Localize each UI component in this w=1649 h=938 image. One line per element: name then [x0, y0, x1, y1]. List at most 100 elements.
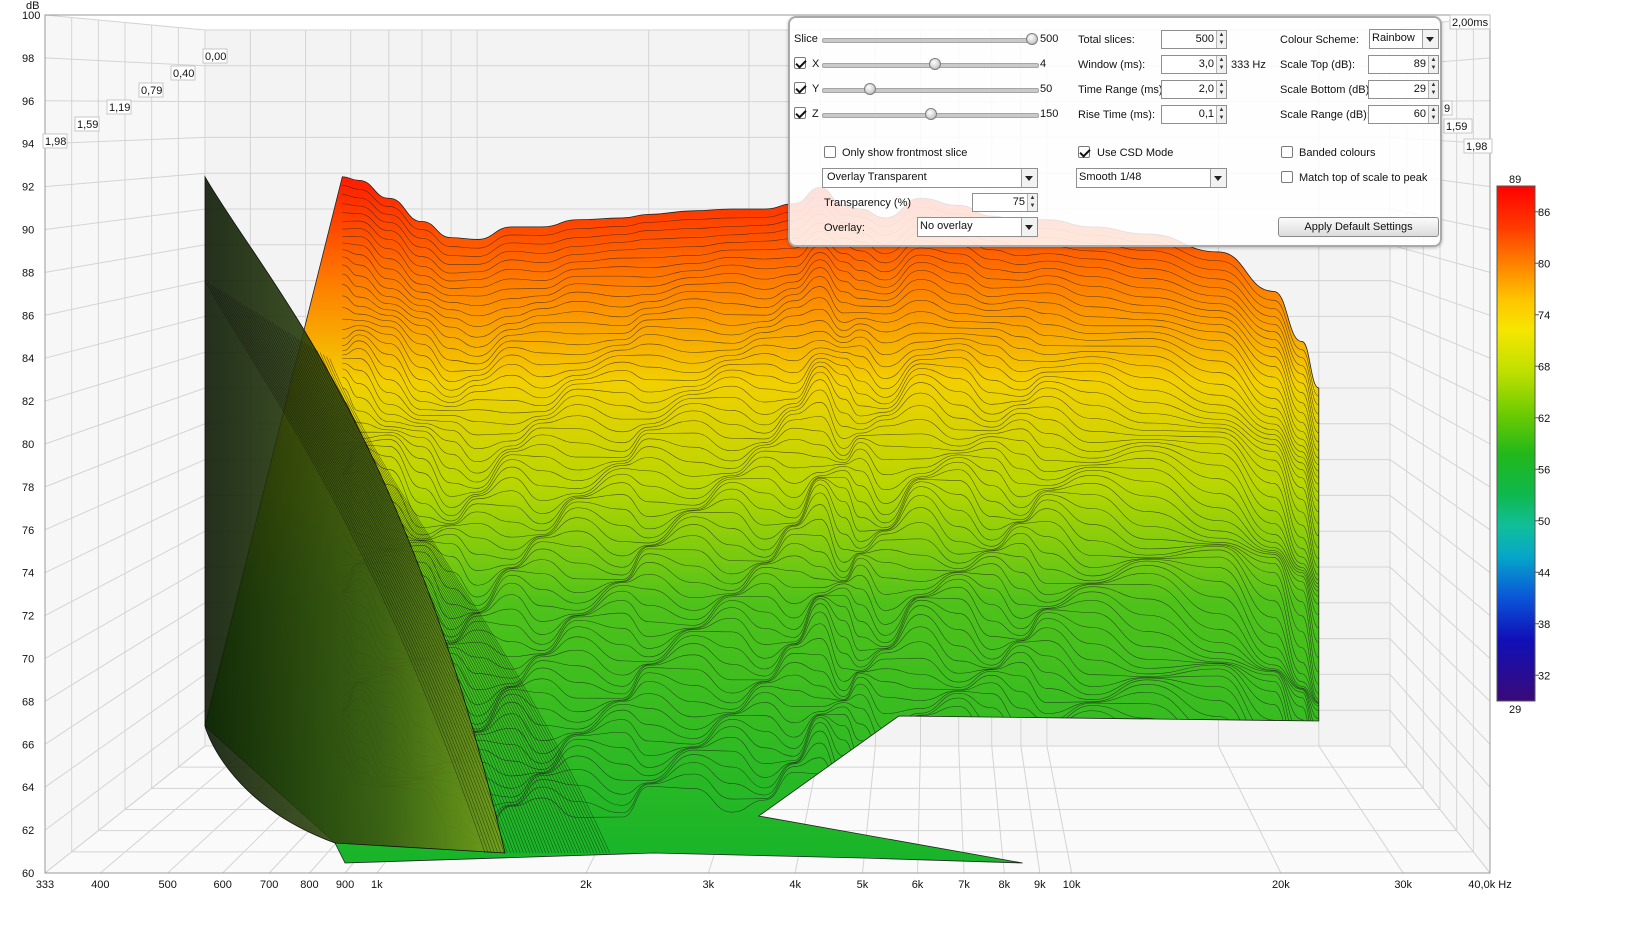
slice-line [342, 249, 1319, 466]
chevron-down-icon [1210, 169, 1226, 187]
colour-scheme-value: Rainbow [1372, 32, 1415, 44]
overlay-value: No overlay [920, 220, 973, 232]
low-freq-line [316, 350, 598, 854]
banded-colours-checkbox[interactable] [1281, 146, 1293, 158]
low-freq-line [255, 312, 537, 854]
slice-line [342, 256, 1319, 472]
slice-line [342, 448, 1319, 685]
x-tick-label: 2k [580, 879, 592, 891]
slice-line [342, 376, 1319, 592]
time-tick-right: 1,59 [1443, 118, 1473, 134]
use-csd-label: Use CSD Mode [1097, 147, 1174, 159]
time-tick-label: 1,19 [109, 102, 130, 114]
overlay-select[interactable]: No overlay [917, 217, 1038, 237]
y-slider[interactable] [822, 88, 1039, 93]
colour-scheme-select[interactable]: Rainbow [1369, 29, 1439, 49]
low-freq-line [294, 336, 575, 854]
scale-top-input[interactable]: 89 [1368, 55, 1439, 74]
x-tick-label: 6k [912, 879, 924, 891]
time-tick-right: 9 [1441, 100, 1453, 116]
slice-slider[interactable] [822, 38, 1034, 43]
slice-line [342, 439, 1319, 643]
time-tick-box [1449, 14, 1491, 30]
low-freq-line [297, 338, 579, 854]
smoothing-select[interactable]: Smooth 1/48 [1076, 168, 1227, 188]
apply-default-settings-button[interactable]: Apply Default Settings [1278, 217, 1439, 237]
only-frontmost-label: Only show frontmost slice [842, 147, 968, 159]
y-tick-label: 60 [22, 868, 34, 880]
transparency-input[interactable]: 75 [972, 193, 1038, 212]
y-tick-label: 94 [22, 139, 34, 151]
slice-value: 500 [1040, 33, 1059, 45]
y-tick-label: 96 [22, 96, 34, 108]
x-tick-label: 10k [1063, 879, 1081, 891]
rise-time-input[interactable]: 0,1 [1161, 105, 1227, 124]
low-freq-line [236, 300, 518, 854]
low-freq-line [223, 292, 505, 854]
slice-line [342, 329, 1319, 549]
low-freq-line [220, 290, 502, 854]
slice-line [342, 264, 1319, 478]
window-input[interactable]: 3,0 [1161, 55, 1227, 74]
slice-line [342, 565, 1319, 806]
time-range-label: Time Range (ms): [1078, 84, 1166, 96]
time-tick-left: 1,98 [42, 133, 68, 149]
slice-line [342, 368, 1319, 588]
x-tick-label: 7k [958, 879, 970, 891]
y-checkbox[interactable] [794, 82, 806, 94]
slice-line [342, 400, 1319, 605]
x-slider-handle[interactable] [929, 58, 941, 70]
z-checkbox[interactable] [794, 107, 806, 119]
use-csd-checkbox[interactable] [1078, 146, 1090, 158]
x-tick-label: 40,0k Hz [1468, 879, 1511, 891]
z-slider-handle[interactable] [925, 108, 937, 120]
time-tick-left: 1,19 [106, 99, 132, 115]
slice-slider-handle[interactable] [1026, 33, 1038, 45]
front-frame [44, 14, 1491, 874]
display-mode-value: Overlay Transparent [827, 171, 927, 183]
y-tick-label: 78 [22, 482, 34, 494]
slice-line [342, 362, 1319, 585]
slice-line [342, 674, 1319, 863]
x-tick-label: 20k [1272, 879, 1290, 891]
time-tick-label: 0,79 [141, 85, 162, 97]
colour-scale-bar: 89 29 86 80 74 68 62 56 50 44 38 32 [1496, 174, 1550, 716]
plot-axes: 1009896949290888684828078767472706866646… [22, 10, 1512, 891]
scale-bottom-input[interactable]: 29 [1368, 80, 1439, 99]
low-freq-line [214, 286, 495, 854]
total-slices-input[interactable]: 500 [1161, 30, 1227, 49]
low-freq-line [323, 354, 604, 854]
slice-line [342, 534, 1319, 732]
low-freq-line [211, 284, 492, 854]
low-freq-line [243, 304, 524, 854]
slice-line [342, 307, 1319, 513]
colour-tick-label: 86 [1538, 207, 1550, 219]
y-slider-handle[interactable] [864, 83, 876, 95]
slice-line [342, 295, 1319, 502]
time-tick-box [106, 99, 132, 115]
time-tick-label: 1,98 [45, 136, 66, 148]
low-freq-line [287, 332, 569, 854]
low-freq-line [300, 340, 582, 854]
scale-range-input[interactable]: 60 [1368, 105, 1439, 124]
rise-time-label: Rise Time (ms): [1078, 109, 1155, 121]
waterfall-controls-panel: Slice 500 X 4 Y 50 Z 150 Only show front… [788, 16, 1442, 247]
display-mode-select[interactable]: Overlay Transparent [822, 168, 1038, 188]
y-tick-label: 76 [22, 525, 34, 537]
surface-low-freq-face [204, 175, 506, 854]
time-tick-box [170, 65, 196, 81]
time-tick-label: 1,59 [77, 119, 98, 131]
only-frontmost-checkbox[interactable] [824, 146, 836, 158]
colour-tick-label: 74 [1538, 310, 1550, 322]
time-tick-label: 1,98 [1466, 141, 1487, 153]
y-tick-label: 92 [22, 182, 34, 194]
slice-line [342, 318, 1319, 524]
window-label: Window (ms): [1078, 59, 1146, 71]
time-tick-label: 1,59 [1446, 121, 1467, 133]
colour-tick-label: 32 [1538, 670, 1550, 682]
y-tick-label: 68 [22, 696, 34, 708]
slice-line [342, 325, 1319, 537]
x-checkbox[interactable] [794, 57, 806, 69]
time-range-input[interactable]: 2,0 [1161, 80, 1227, 99]
match-top-checkbox[interactable] [1281, 171, 1293, 183]
